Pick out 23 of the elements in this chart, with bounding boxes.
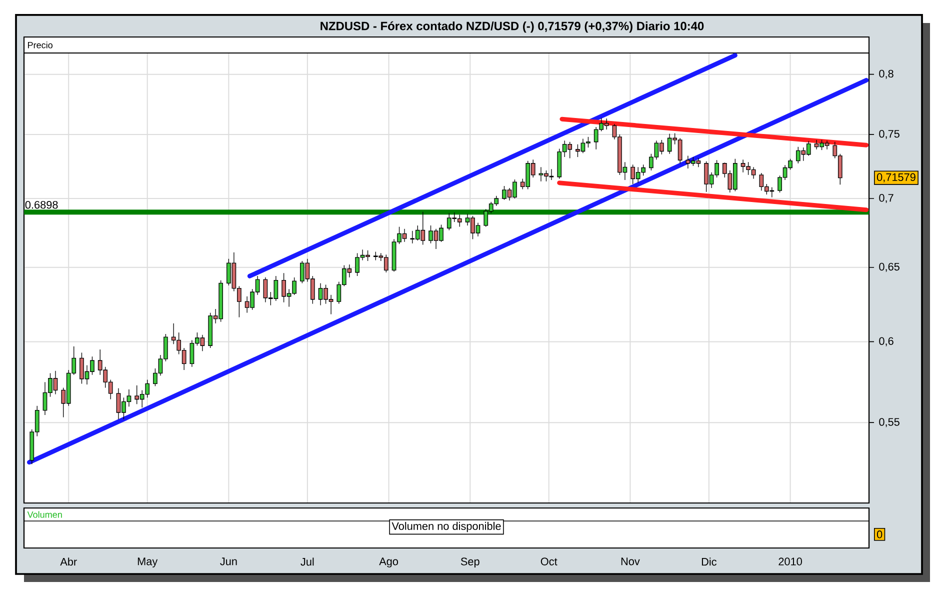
x-tick-label: Jul	[300, 558, 314, 566]
x-tick-label: Jun	[220, 558, 237, 566]
ref-line-label: 0.6898	[25, 200, 58, 209]
x-tick-label: Oct	[540, 558, 558, 566]
y-tick-label: 0,55	[879, 418, 900, 428]
y-tick-label: 0,7	[879, 194, 894, 204]
y-tick-label: 0,6	[879, 337, 894, 346]
chart-title: NZDUSD - Fórex contado NZD/USD (-) 0,71579 (+0,37%) Diario 10:40	[320, 21, 704, 33]
x-tick-label: Nov	[621, 558, 640, 566]
text: 0	[876, 530, 882, 538]
x-tick-label: 2010	[778, 558, 802, 566]
y-axis-title: Precio	[28, 42, 52, 48]
x-tick-label: May	[138, 558, 158, 568]
text: 0,71579	[876, 173, 916, 182]
text: Volumen	[27, 511, 62, 518]
y-tick-label: 0,8	[879, 70, 894, 79]
x-tick-label: Abr	[60, 558, 77, 566]
y-tick-label: 0,75	[879, 130, 900, 139]
x-tick-label: Ago	[379, 558, 398, 568]
x-tick-label: Sep	[460, 558, 480, 568]
y-tick-label: 0,65	[879, 262, 900, 272]
text: Volumen no disponible	[392, 522, 501, 532]
x-tick-label: Dic	[702, 558, 717, 566]
